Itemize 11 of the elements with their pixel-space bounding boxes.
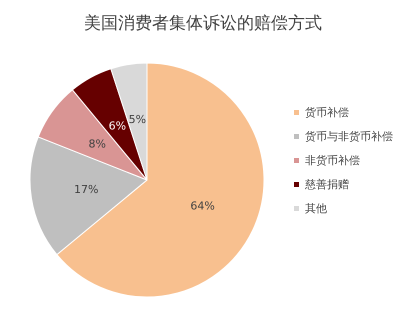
- legend-label: 非货币补偿: [305, 154, 360, 167]
- legend-label: 慈善捐赠: [304, 178, 349, 191]
- legend-label: 货币补偿: [305, 106, 349, 119]
- data-label: 17%: [74, 183, 98, 196]
- legend-label: 货币与非货币补偿: [305, 130, 393, 143]
- data-label: 8%: [88, 137, 106, 150]
- legend-label: 其他: [305, 202, 327, 215]
- data-label: 5%: [128, 112, 146, 126]
- chart-title: 美国消费者集体诉讼的赔偿方式: [84, 14, 322, 34]
- data-label: 64%: [190, 200, 215, 213]
- data-label: 6%: [108, 120, 126, 133]
